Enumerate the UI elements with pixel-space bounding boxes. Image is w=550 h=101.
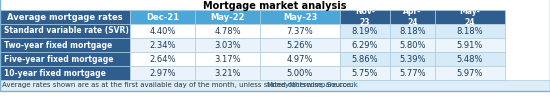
Text: Five-year fixed mortgage: Five-year fixed mortgage — [4, 55, 113, 64]
Bar — [195, 10, 260, 24]
Bar — [0, 38, 130, 52]
Bar — [130, 10, 195, 24]
Text: Two-year fixed mortgage: Two-year fixed mortgage — [4, 41, 112, 49]
Bar — [195, 52, 260, 66]
Text: 5.97%: 5.97% — [456, 68, 483, 77]
Text: 5.48%: 5.48% — [456, 55, 483, 64]
Text: 2.97%: 2.97% — [149, 68, 176, 77]
Bar — [340, 38, 390, 52]
Text: 8.18%: 8.18% — [456, 26, 483, 35]
Text: 4.97%: 4.97% — [287, 55, 314, 64]
Bar — [195, 66, 260, 80]
Bar — [0, 66, 130, 80]
Bar — [130, 24, 195, 38]
Text: 3.21%: 3.21% — [214, 68, 241, 77]
Bar — [260, 10, 340, 24]
Text: May-22: May-22 — [210, 13, 245, 22]
Bar — [0, 52, 130, 66]
Bar — [195, 38, 260, 52]
Text: 5.86%: 5.86% — [351, 55, 378, 64]
Text: 7.37%: 7.37% — [287, 26, 314, 35]
Text: May-23: May-23 — [283, 13, 317, 22]
Bar — [390, 38, 435, 52]
Bar — [0, 10, 130, 24]
Bar — [390, 24, 435, 38]
Bar — [130, 66, 195, 80]
Text: May-
24: May- 24 — [460, 7, 481, 27]
Text: Average rates shown are as at the first available day of the month, unless state: Average rates shown are as at the first … — [2, 83, 355, 88]
Bar — [435, 10, 505, 24]
Bar — [195, 24, 260, 38]
Text: 5.26%: 5.26% — [287, 41, 314, 49]
Text: 4.40%: 4.40% — [149, 26, 175, 35]
Text: 3.03%: 3.03% — [214, 41, 241, 49]
Bar — [130, 38, 195, 52]
Text: 10-year fixed mortgage: 10-year fixed mortgage — [4, 68, 106, 77]
Text: 5.39%: 5.39% — [399, 55, 426, 64]
Bar — [435, 66, 505, 80]
Bar — [260, 52, 340, 66]
Bar — [340, 24, 390, 38]
Text: 4.78%: 4.78% — [214, 26, 241, 35]
Bar — [390, 10, 435, 24]
Bar — [130, 52, 195, 66]
Bar — [340, 66, 390, 80]
Bar — [0, 80, 550, 91]
Text: 2.64%: 2.64% — [149, 55, 176, 64]
Text: Moneyfactscompare.co.uk: Moneyfactscompare.co.uk — [267, 83, 359, 88]
Bar — [435, 38, 505, 52]
Bar — [260, 38, 340, 52]
Text: Apr-
24: Apr- 24 — [403, 7, 422, 27]
Text: Mortgage market analysis: Mortgage market analysis — [204, 1, 346, 11]
Text: Nov-
23: Nov- 23 — [355, 7, 375, 27]
Text: 5.77%: 5.77% — [399, 68, 426, 77]
Text: 5.75%: 5.75% — [352, 68, 378, 77]
Text: 8.18%: 8.18% — [399, 26, 426, 35]
Bar — [390, 52, 435, 66]
Bar — [260, 24, 340, 38]
Text: 5.91%: 5.91% — [457, 41, 483, 49]
Text: 8.19%: 8.19% — [352, 26, 378, 35]
Text: 3.17%: 3.17% — [214, 55, 241, 64]
Text: Standard variable rate (SVR): Standard variable rate (SVR) — [4, 26, 129, 35]
Text: 5.80%: 5.80% — [399, 41, 426, 49]
Bar — [390, 66, 435, 80]
Text: 5.00%: 5.00% — [287, 68, 313, 77]
Text: 6.29%: 6.29% — [352, 41, 378, 49]
Bar — [340, 52, 390, 66]
Bar — [0, 24, 130, 38]
Bar — [435, 52, 505, 66]
Bar — [260, 66, 340, 80]
Text: Average mortgage rates: Average mortgage rates — [7, 13, 123, 22]
Text: 2.34%: 2.34% — [149, 41, 176, 49]
Bar — [340, 10, 390, 24]
Text: Dec-21: Dec-21 — [146, 13, 179, 22]
Bar — [435, 24, 505, 38]
